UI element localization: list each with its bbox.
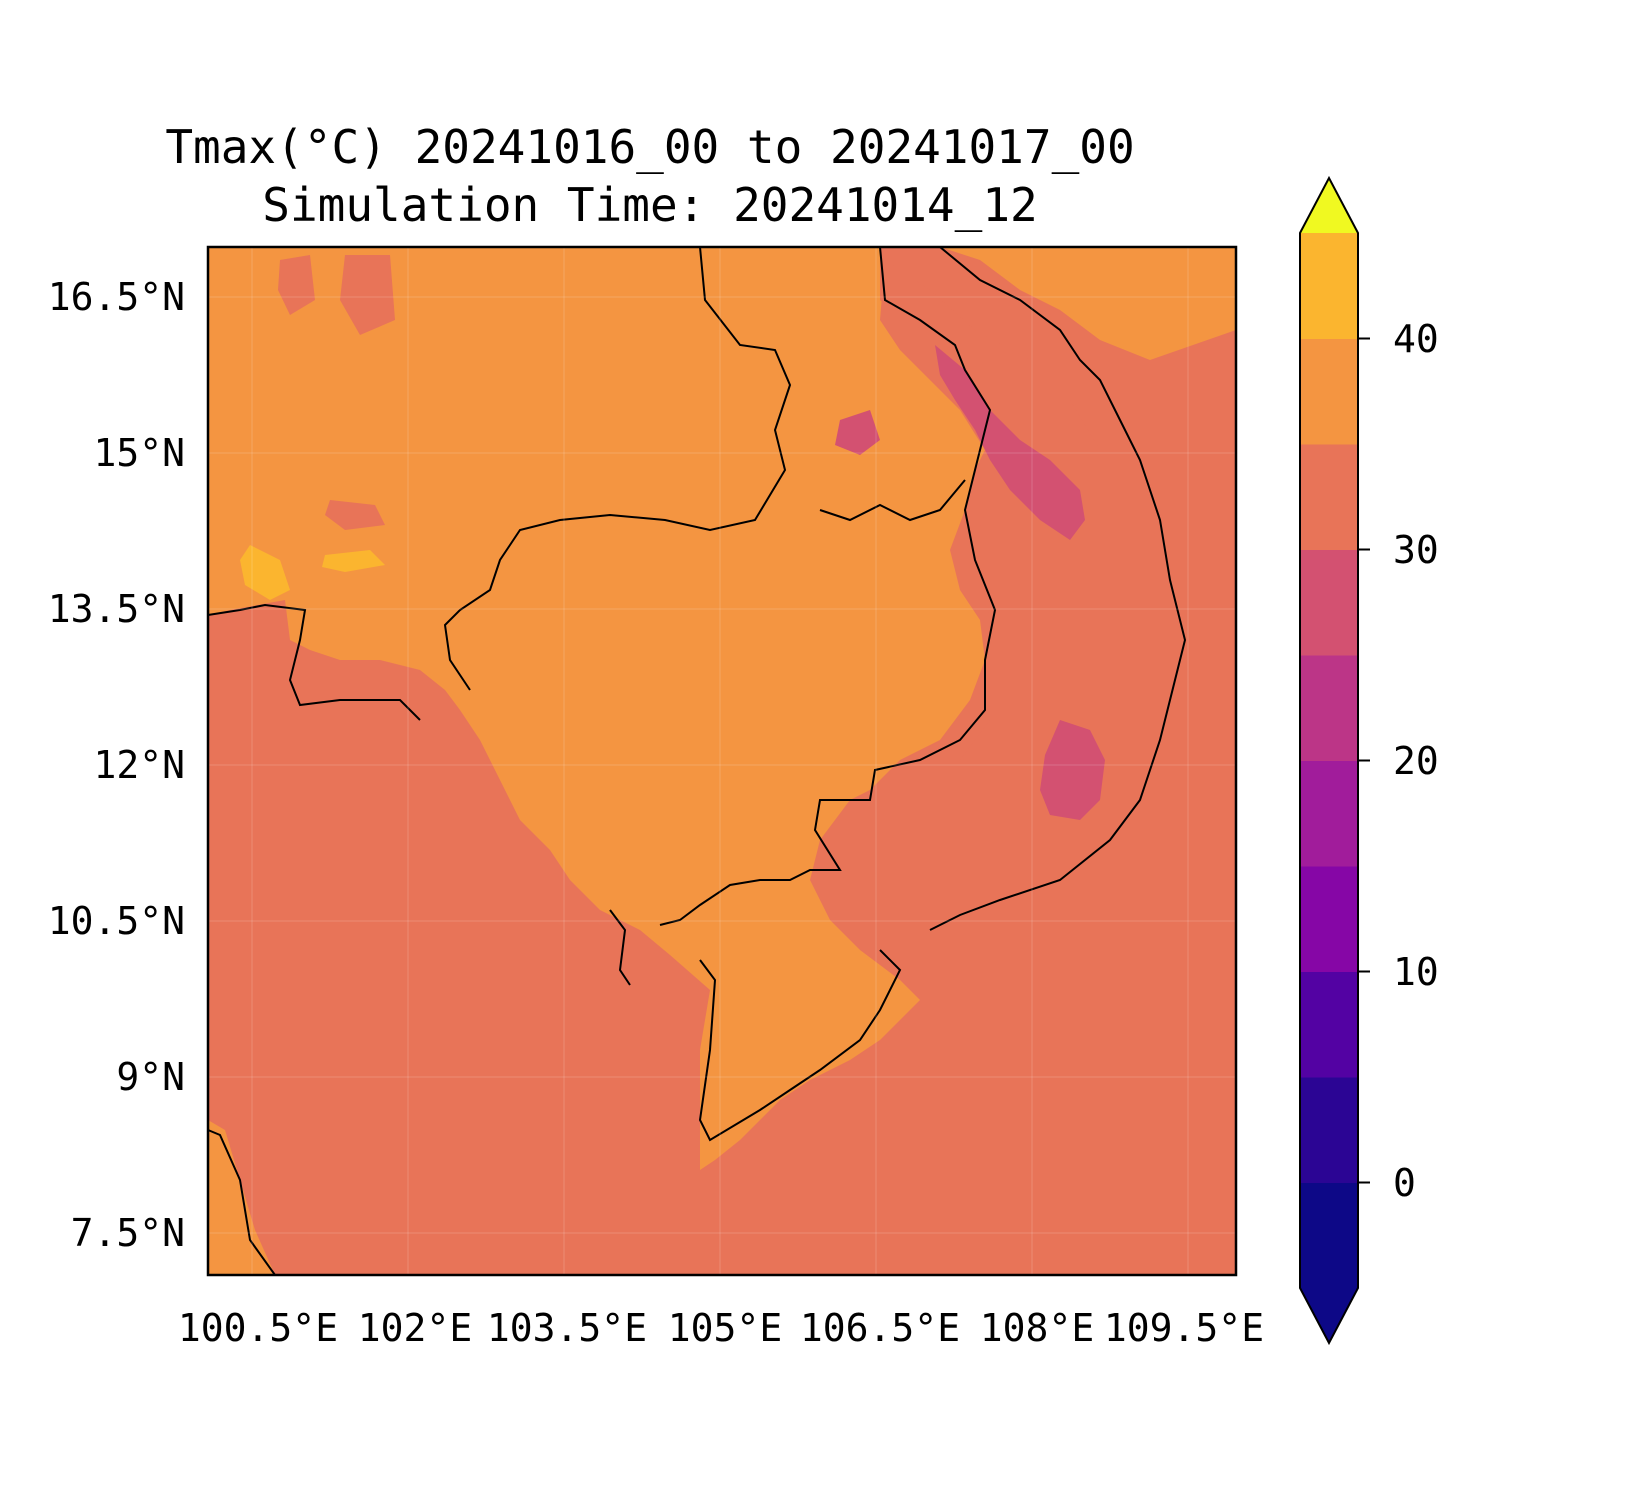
hot-spot-2 (322, 550, 385, 572)
lat-label: 7.5°N (70, 1211, 185, 1255)
colorbar-segment (1300, 1077, 1358, 1183)
hot-spot-1 (240, 545, 290, 600)
map-frame (206, 245, 1238, 1277)
colorbar-extend-max (1300, 178, 1358, 233)
colorbar-segment (1300, 760, 1358, 867)
colorbar-extend-min (1300, 1288, 1358, 1343)
colorbar-segment (1300, 971, 1358, 1078)
graticule (208, 247, 1236, 1275)
cool-patch-1 (278, 255, 315, 315)
lat-label: 10.5°N (47, 899, 185, 943)
lat-label: 12°N (93, 743, 185, 787)
colorbar-segment (1300, 444, 1358, 550)
cool-patch-3 (325, 500, 385, 530)
country-borders (207, 246, 1187, 1276)
colorbar-tick-label: 10 (1393, 949, 1439, 994)
lat-label: 15°N (93, 431, 185, 475)
map-title-line1: Tmax(°C) 20241016_00 to 20241017_00 (165, 120, 1135, 174)
lat-label: 9°N (116, 1055, 185, 1099)
lon-label: 105°E (667, 1306, 783, 1350)
lon-label: 100.5°E (177, 1306, 339, 1350)
colorbar-tick-label: 40 (1393, 316, 1439, 361)
map-title-line2: Simulation Time: 20241014_12 (262, 178, 1038, 232)
map-panel (206, 245, 1238, 1277)
colorbar-tick-label: 0 (1393, 1160, 1416, 1205)
colorbar (1299, 175, 1370, 1346)
colorbar-segment (1300, 338, 1358, 445)
lat-label: 16.5°N (47, 275, 185, 319)
colorbar-segment (1300, 549, 1358, 656)
lon-label: 102°E (357, 1306, 473, 1350)
highland-field-3 (1040, 720, 1105, 820)
lon-label: 106.5°E (799, 1306, 961, 1350)
colorbar-outline (1299, 175, 1359, 1346)
cool-patch-2 (340, 255, 395, 335)
highland-field-2 (935, 345, 1085, 540)
lon-label: 103.5°E (486, 1306, 648, 1350)
land-field-malay-peninsula (208, 1120, 275, 1275)
lat-label: 13.5°N (47, 587, 185, 631)
colorbar-segment (1300, 655, 1358, 761)
colorbar-tick-label: 20 (1393, 738, 1439, 783)
colorbar-tick-label: 30 (1393, 527, 1439, 572)
land-field (208, 247, 1236, 1170)
colorbar-segment (1300, 233, 1358, 339)
colorbar-segment (1300, 866, 1358, 972)
lon-label: 109.5°E (1103, 1306, 1265, 1350)
highland-field-4 (835, 410, 880, 455)
colorbar-segment (1300, 1182, 1358, 1289)
lon-label: 108°E (979, 1306, 1095, 1350)
